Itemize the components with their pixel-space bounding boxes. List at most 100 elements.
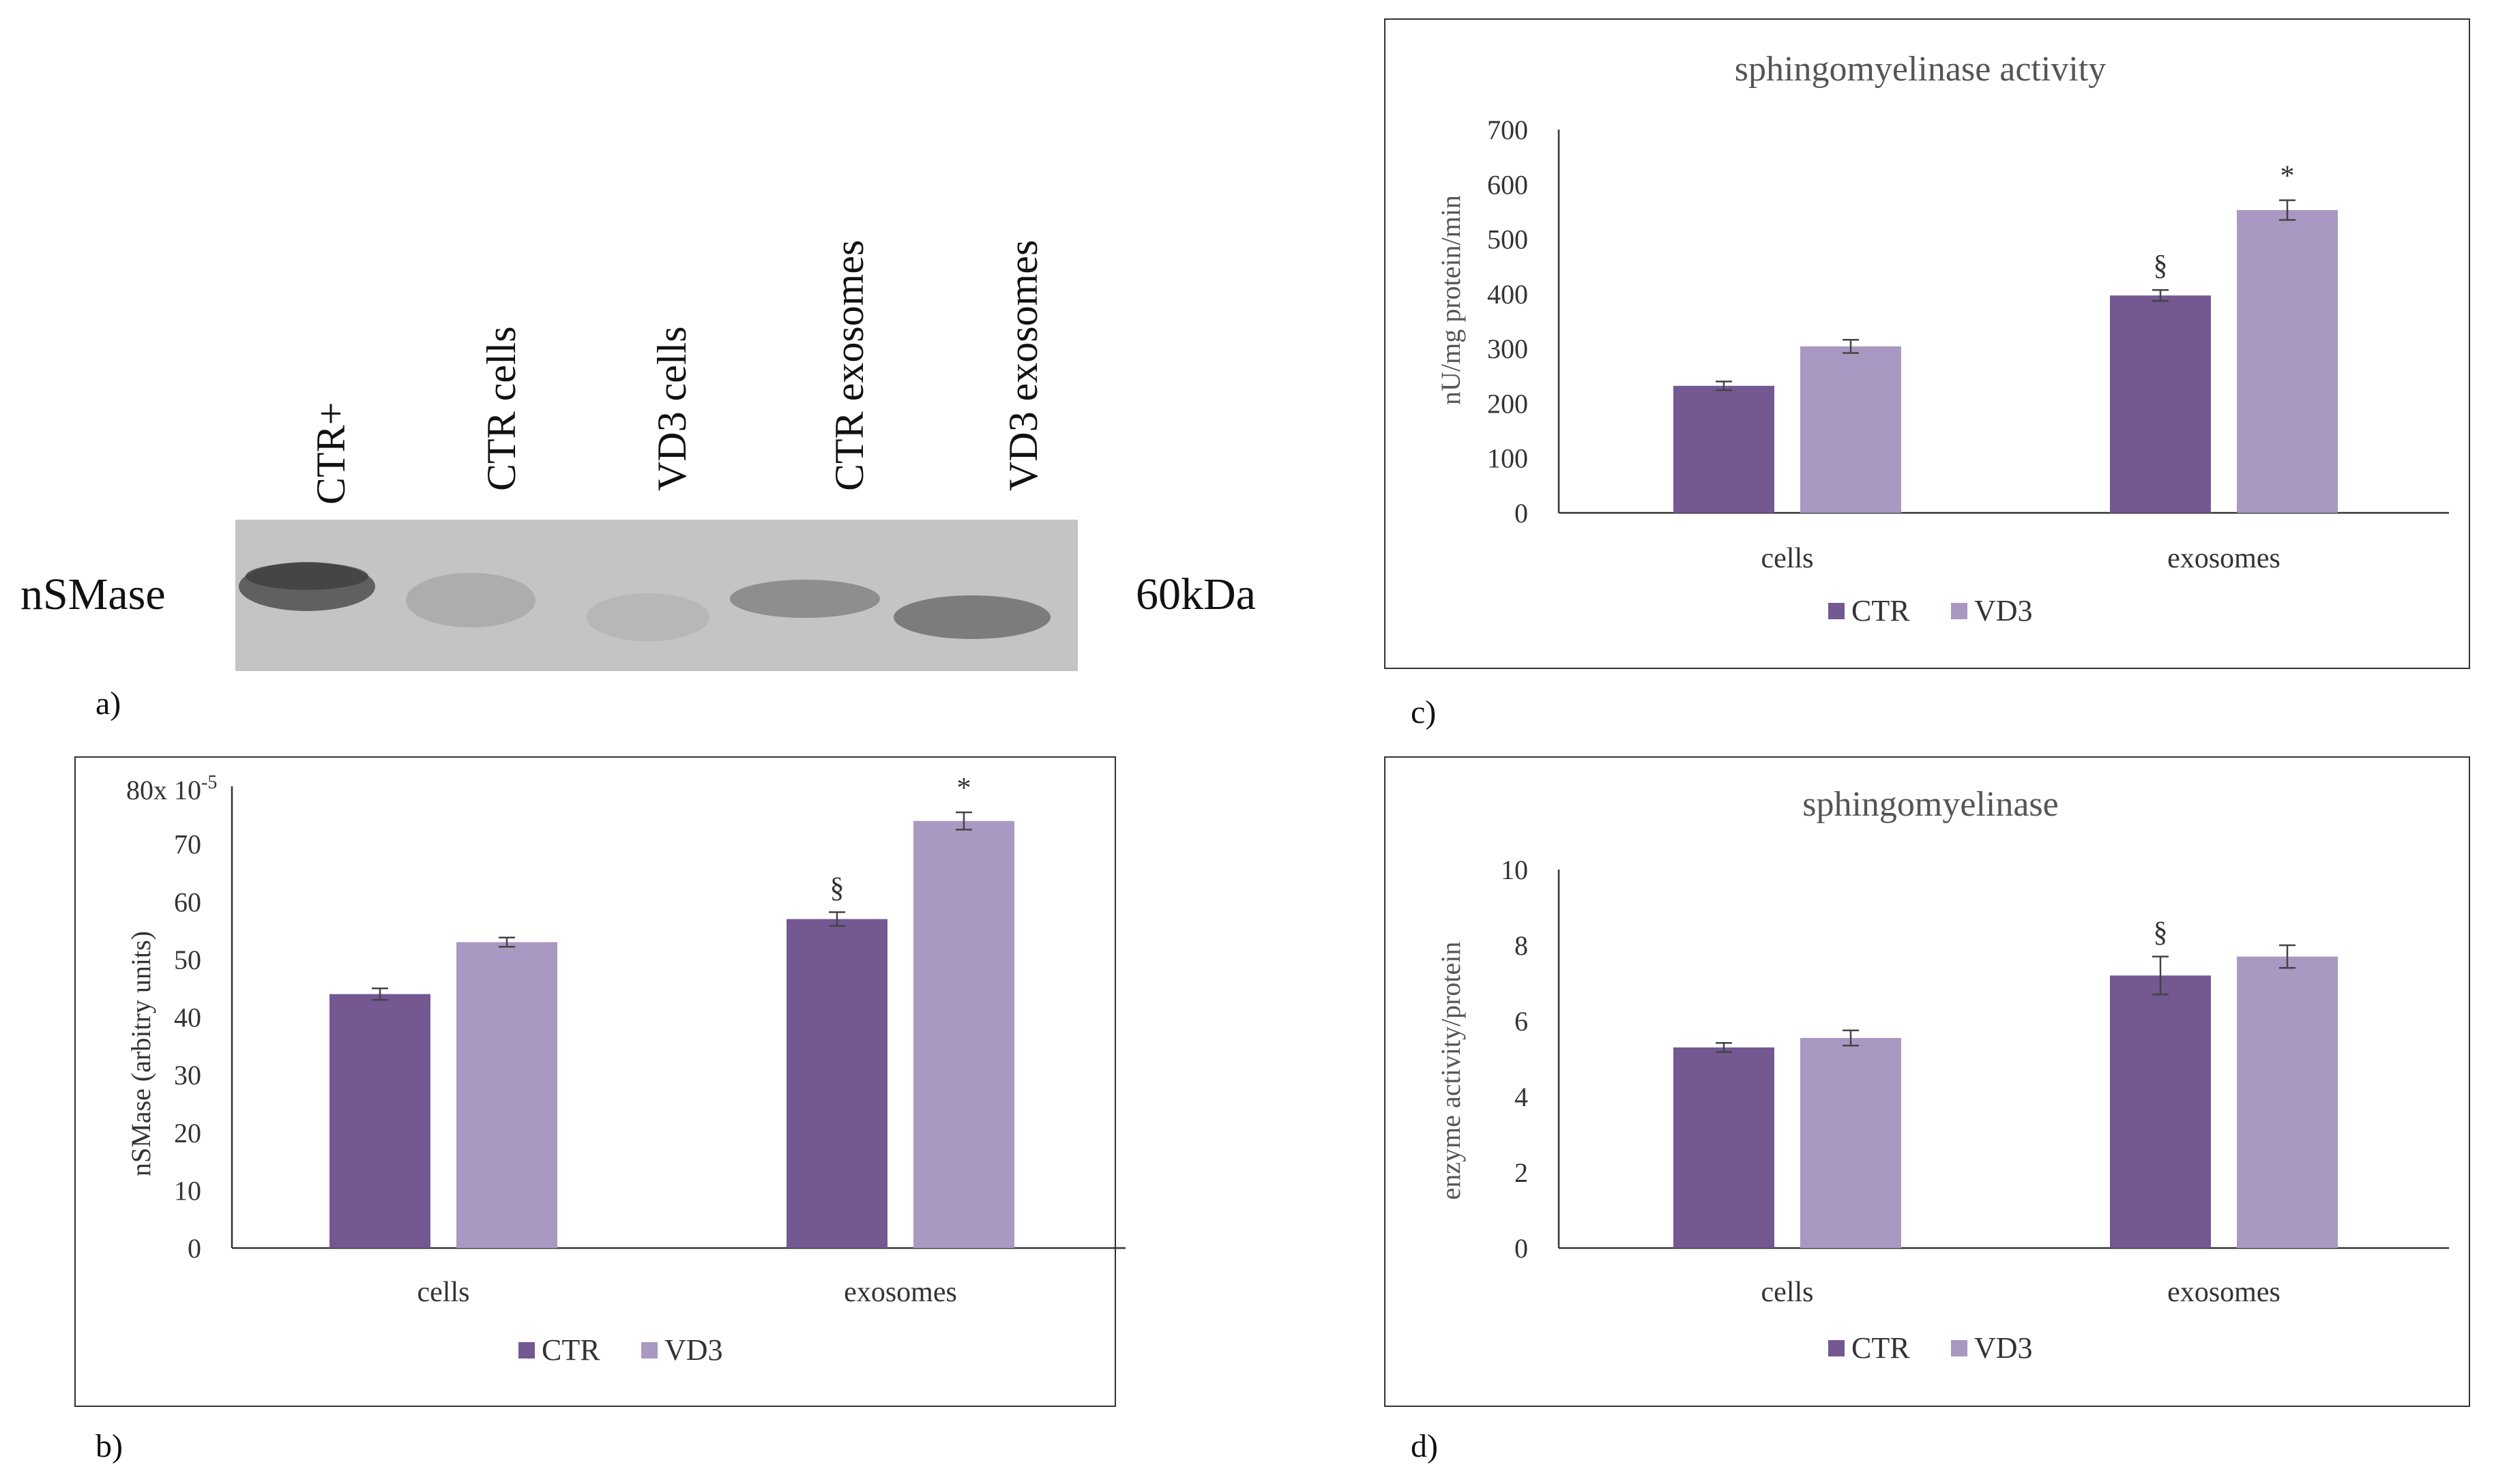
- b-legend-swatch-vd3: [641, 1342, 658, 1359]
- c-legend-label: VD3: [1974, 594, 2033, 627]
- b-ytick-label: 30: [174, 1060, 201, 1090]
- b-bar-vd3-exosomes: [913, 820, 1014, 1248]
- d-ylabel: enzyme activity/protein: [1435, 942, 1466, 1200]
- b-legend-label: CTR: [542, 1333, 600, 1367]
- b-significance-mark: *: [957, 773, 971, 804]
- d-legend-swatch-vd3: [1951, 1340, 1967, 1356]
- d-ytick-label: 8: [1514, 930, 1528, 961]
- lane-label-ctr-cells: CTR cells: [479, 326, 524, 491]
- b-ytick-label: 40: [174, 1003, 201, 1033]
- blot-band-vd3-cells: [587, 593, 709, 641]
- panel-b-chart: b) 80x 10-5 nSMase (arbitry units) 0 10 20…: [74, 756, 1126, 1464]
- b-errorbar-ctr-cells: [372, 987, 388, 1001]
- c-significance-mark: *: [2280, 161, 2295, 192]
- d-legend-label: CTR: [1851, 1331, 1910, 1365]
- blot-band-ctr-plus-core: [246, 563, 368, 590]
- b-category-label: exosomes: [844, 1277, 957, 1308]
- d-bar-vd3-exosomes: [2237, 956, 2338, 1248]
- c-bar-vd3-cells: [1800, 346, 1901, 513]
- b-ytick-label: 10: [174, 1175, 201, 1206]
- d-title: sphingomyelinase: [1802, 785, 2059, 824]
- d-legend-label: VD3: [1974, 1331, 2033, 1365]
- c-plot-area: 0 100 200 300 400 500 600 700 cells § * exosomes CTR…: [1487, 115, 2449, 627]
- lane-label-vd3-cells: VD3 cells: [649, 326, 694, 491]
- d-ytick-label: 2: [1514, 1157, 1528, 1188]
- b-yaxis-scale-prefix: 80x 10: [126, 775, 201, 805]
- c-errorbar-ctr-cells: [1716, 381, 1732, 391]
- d-ytick-label: 0: [1514, 1233, 1528, 1264]
- d-plot-area: 0 2 4 6 8 10 cells § exosomes CTR VD3: [1501, 855, 2449, 1365]
- b-errorbar-vd3-cells: [499, 936, 515, 948]
- lane-label-ctr-plus: CTR+: [308, 402, 353, 505]
- c-errorbar-vd3-cells: [1843, 339, 1859, 354]
- b-yaxis-scale-label: 80x 10-5: [126, 772, 217, 805]
- b-ylabel: nSMase (arbitry units): [126, 931, 156, 1176]
- b-bar-ctr-exosomes: [787, 919, 887, 1248]
- b-ytick-label: 70: [174, 829, 201, 860]
- c-legend-label: CTR: [1851, 594, 1910, 627]
- b-ytick-label: 0: [188, 1233, 201, 1264]
- c-ytick-label: 200: [1487, 388, 1528, 419]
- b-ytick-label: 20: [174, 1118, 201, 1148]
- c-bar-vd3-exosomes: [2237, 210, 2338, 513]
- d-legend-swatch-ctr: [1828, 1340, 1845, 1356]
- d-errorbar-ctr-cells: [1716, 1041, 1732, 1053]
- d-bar-ctr-cells: [1673, 1047, 1774, 1248]
- d-ytick-label: 6: [1514, 1006, 1528, 1037]
- panel-c-chart: c) sphingomyelinase activity nU/mg prote…: [1384, 18, 2470, 730]
- d-errorbar-vd3-cells: [1843, 1029, 1859, 1047]
- blot-protein-label: nSMase: [20, 569, 166, 619]
- c-legend-swatch-vd3: [1951, 603, 1967, 619]
- b-category-label: cells: [417, 1277, 470, 1308]
- d-errorbar-ctr-exosomes: [2152, 955, 2169, 996]
- d-significance-mark: §: [2154, 917, 2168, 949]
- d-category-label: cells: [1761, 1277, 1814, 1308]
- c-legend-swatch-ctr: [1828, 603, 1845, 619]
- d-category-label: exosomes: [2167, 1277, 2280, 1308]
- c-bar-ctr-cells: [1673, 385, 1774, 513]
- c-ytick-label: 700: [1487, 115, 1528, 145]
- c-ytick-label: 400: [1487, 279, 1528, 310]
- c-ytick-label: 600: [1487, 169, 1528, 200]
- c-bar-ctr-exosomes: [2110, 295, 2211, 513]
- d-errorbar-vd3-exosomes: [2279, 944, 2295, 969]
- blot-band-ctr-exosomes: [730, 580, 880, 618]
- b-bar-ctr-cells: [329, 994, 430, 1248]
- lane-label-vd3-exosomes: VD3 exosomes: [1001, 240, 1046, 491]
- d-bar-ctr-exosomes: [2110, 975, 2211, 1248]
- panel-letter-a: a): [96, 685, 121, 722]
- b-ytick-label: 60: [174, 887, 201, 917]
- b-errorbar-ctr-exosomes: [829, 911, 845, 928]
- c-category-label: exosomes: [2167, 543, 2280, 574]
- c-errorbar-vd3-exosomes: [2279, 199, 2295, 221]
- blot-band-vd3-exosomes: [894, 595, 1051, 639]
- c-category-label: cells: [1761, 543, 1814, 574]
- d-ytick-label: 4: [1514, 1082, 1528, 1112]
- blot-size-label: 60kDa: [1136, 569, 1256, 619]
- b-errorbar-vd3-exosomes: [956, 811, 972, 831]
- b-bar-vd3-cells: [456, 942, 557, 1248]
- c-ytick-label: 0: [1514, 498, 1528, 529]
- b-significance-mark: §: [830, 872, 845, 904]
- lane-label-ctr-exosomes: CTR exosomes: [827, 240, 872, 491]
- panel-a: CTR+ CTR cells VD3 cells CTR exosomes VD…: [20, 240, 1256, 722]
- c-ytick-label: 300: [1487, 333, 1528, 364]
- b-legend-swatch-ctr: [518, 1342, 535, 1359]
- blot-band-ctr-cells: [406, 573, 536, 627]
- c-errorbar-ctr-exosomes: [2152, 288, 2169, 302]
- c-title: sphingomyelinase activity: [1735, 50, 2106, 89]
- panel-d-chart: d) sphingomyelinase enzyme activity/prot…: [1384, 756, 2470, 1464]
- b-ytick-label: 50: [174, 945, 201, 975]
- c-ytick-label: 100: [1487, 443, 1528, 474]
- b-plot-area: 0 10 20 30 40 50 60 70 cells § * exosomes CTR VD3: [174, 773, 1126, 1367]
- c-ytick-label: 500: [1487, 224, 1528, 255]
- b-legend-label: VD3: [664, 1333, 723, 1367]
- c-significance-mark: §: [2154, 250, 2168, 282]
- b-yaxis-scale-exp: -5: [201, 772, 217, 793]
- d-bar-vd3-cells: [1800, 1037, 1901, 1248]
- panel-letter-c: c): [1411, 694, 1436, 730]
- c-ylabel: nU/mg protein/min: [1435, 195, 1466, 405]
- panel-letter-d: d): [1411, 1428, 1438, 1464]
- panel-letter-b: b): [96, 1428, 123, 1464]
